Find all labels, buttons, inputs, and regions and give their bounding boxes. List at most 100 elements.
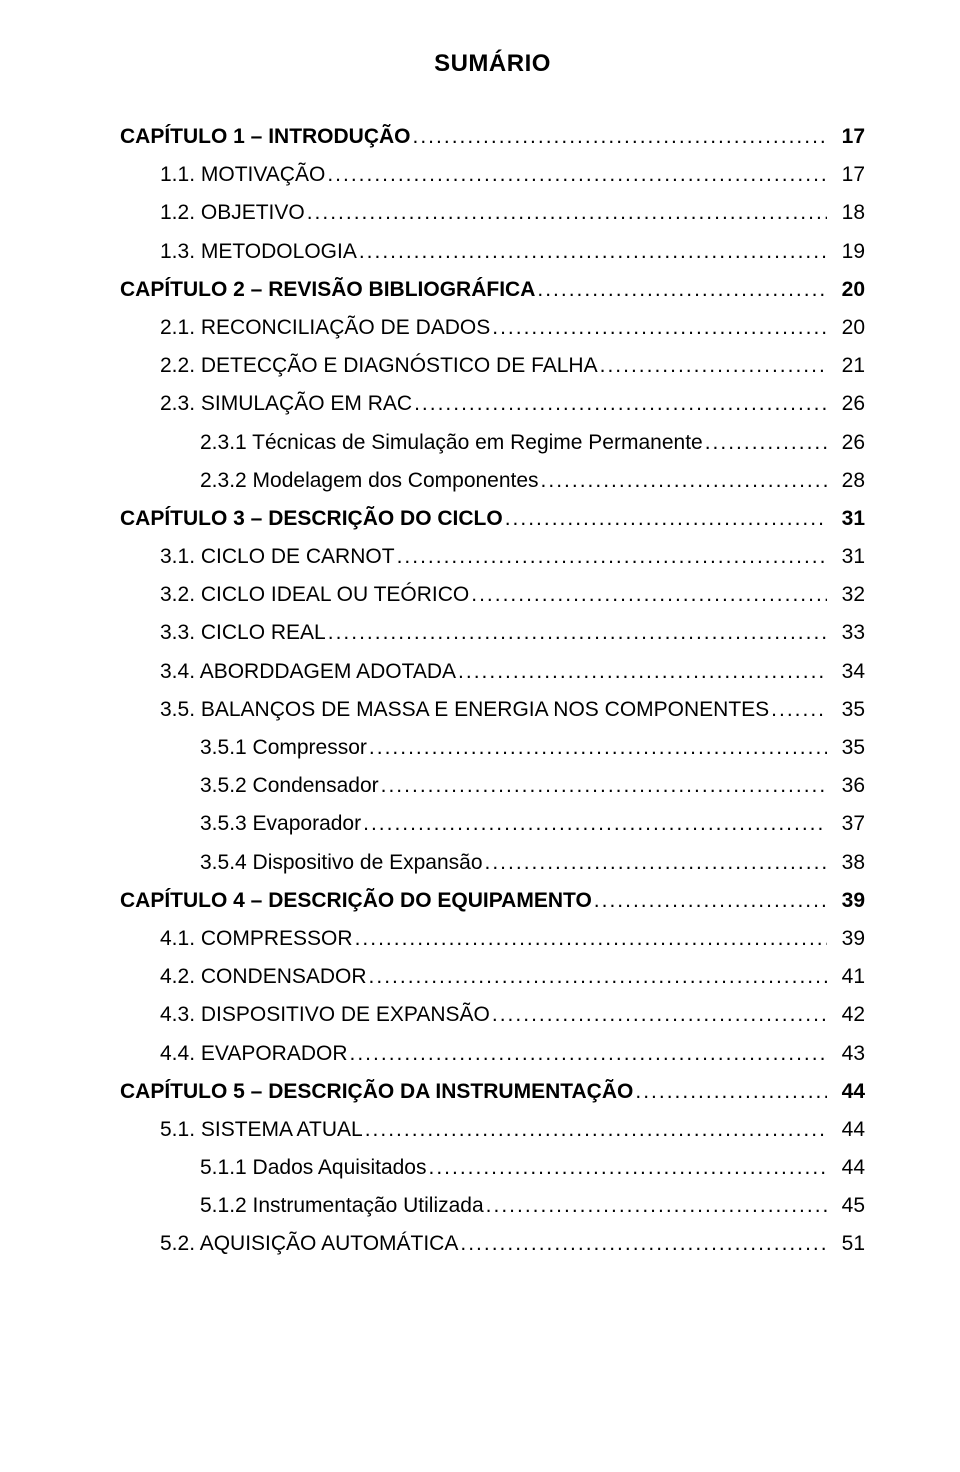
toc-entry-label: 3.5.4 Dispositivo de Expansão — [200, 852, 483, 873]
toc-leader-dots — [412, 393, 827, 414]
toc-leader-dots — [598, 355, 827, 376]
toc-leader-dots — [458, 1233, 827, 1254]
toc-leader-dots — [305, 202, 827, 223]
toc-entry-label: 3.5.2 Condensador — [200, 775, 379, 796]
toc-entry-label: 5.1. SISTEMA ATUAL — [160, 1119, 363, 1140]
toc-entry-page: 38 — [827, 852, 865, 873]
toc-entry-page: 21 — [827, 355, 865, 376]
toc-entry-label: 1.3. METODOLOGIA — [160, 241, 357, 262]
toc-entry-label: CAPÍTULO 5 – DESCRIÇÃO DA INSTRUMENTAÇÃO — [120, 1081, 633, 1102]
toc-entry-label: CAPÍTULO 1 – INTRODUÇÃO — [120, 126, 411, 147]
toc-leader-dots — [469, 584, 827, 605]
toc-entry-label: 4.3. DISPOSITIVO DE EXPANSÃO — [160, 1004, 490, 1025]
toc-row: 2.3.1 Técnicas de Simulação em Regime Pe… — [120, 432, 865, 453]
toc-leader-dots — [411, 126, 827, 147]
toc-page: SUMÁRIO CAPÍTULO 1 – INTRODUÇÃO171.1. MO… — [0, 0, 960, 1472]
toc-leader-dots — [427, 1157, 828, 1178]
toc-entry-label: 2.3. SIMULAÇÃO EM RAC — [160, 393, 412, 414]
toc-row: 2.1. RECONCILIAÇÃO DE DADOS20 — [120, 317, 865, 338]
toc-entry-label: 3.4. ABORDDAGEM ADOTADA — [160, 661, 456, 682]
toc-leader-dots — [539, 470, 827, 491]
toc-entry-page: 18 — [827, 202, 865, 223]
toc-entry-page: 19 — [827, 241, 865, 262]
toc-entry-page: 35 — [827, 699, 865, 720]
toc-entry-label: 2.3.1 Técnicas de Simulação em Regime Pe… — [200, 432, 703, 453]
toc-entry-label: CAPÍTULO 3 – DESCRIÇÃO DO CICLO — [120, 508, 503, 529]
toc-leader-dots — [367, 966, 827, 987]
toc-leader-dots — [363, 1119, 827, 1140]
toc-body: CAPÍTULO 1 – INTRODUÇÃO171.1. MOTIVAÇÃO1… — [120, 126, 865, 1254]
toc-row: 1.1. MOTIVAÇÃO 17 — [120, 164, 865, 185]
toc-row: 3.2. CICLO IDEAL OU TEÓRICO32 — [120, 584, 865, 605]
toc-row: 3.5.3 Evaporador 37 — [120, 813, 865, 834]
toc-row: CAPÍTULO 3 – DESCRIÇÃO DO CICLO 31 — [120, 508, 865, 529]
toc-entry-page: 36 — [827, 775, 865, 796]
toc-entry-label: 1.1. MOTIVAÇÃO — [160, 164, 325, 185]
toc-entry-label: 3.5.1 Compressor — [200, 737, 367, 758]
toc-entry-page: 32 — [827, 584, 865, 605]
toc-leader-dots — [361, 813, 827, 834]
toc-entry-page: 44 — [827, 1081, 865, 1102]
toc-leader-dots — [484, 1195, 827, 1216]
toc-entry-page: 35 — [827, 737, 865, 758]
toc-row: 4.3. DISPOSITIVO DE EXPANSÃO42 — [120, 1004, 865, 1025]
toc-leader-dots — [348, 1043, 827, 1064]
toc-entry-page: 31 — [827, 508, 865, 529]
toc-entry-label: 3.5. BALANÇOS DE MASSA E ENERGIA NOS COM… — [160, 699, 769, 720]
toc-row: 3.5. BALANÇOS DE MASSA E ENERGIA NOS COM… — [120, 699, 865, 720]
toc-entry-label: 2.1. RECONCILIAÇÃO DE DADOS — [160, 317, 490, 338]
toc-entry-label: 3.1. CICLO DE CARNOT — [160, 546, 395, 567]
toc-row: 5.1.2 Instrumentação Utilizada 45 — [120, 1195, 865, 1216]
toc-leader-dots — [703, 432, 827, 453]
toc-leader-dots — [325, 164, 827, 185]
toc-row: CAPÍTULO 4 – DESCRIÇÃO DO EQUIPAMENTO 39 — [120, 890, 865, 911]
toc-leader-dots — [395, 546, 827, 567]
toc-leader-dots — [483, 852, 827, 873]
toc-entry-label: 3.3. CICLO REAL — [160, 622, 326, 643]
toc-entry-label: 1.2. OBJETIVO — [160, 202, 305, 223]
toc-entry-page: 28 — [827, 470, 865, 491]
toc-row: 1.2. OBJETIVO 18 — [120, 202, 865, 223]
toc-entry-page: 17 — [827, 126, 865, 147]
toc-entry-page: 39 — [827, 890, 865, 911]
toc-entry-label: 4.2. CONDENSADOR — [160, 966, 367, 987]
toc-entry-page: 26 — [827, 393, 865, 414]
toc-row: 2.2. DETECÇÃO E DIAGNÓSTICO DE FALHA 21 — [120, 355, 865, 376]
toc-row: 3.5.4 Dispositivo de Expansão 38 — [120, 852, 865, 873]
toc-row: 3.3. CICLO REAL 33 — [120, 622, 865, 643]
toc-leader-dots — [367, 737, 827, 758]
toc-leader-dots — [490, 317, 827, 338]
toc-entry-page: 20 — [827, 279, 865, 300]
toc-title: SUMÁRIO — [120, 50, 865, 78]
toc-row: 4.2. CONDENSADOR 41 — [120, 966, 865, 987]
toc-entry-page: 45 — [827, 1195, 865, 1216]
toc-entry-page: 26 — [827, 432, 865, 453]
toc-row: 5.1.1 Dados Aquisitados44 — [120, 1157, 865, 1178]
toc-leader-dots — [353, 928, 827, 949]
toc-entry-page: 17 — [827, 164, 865, 185]
toc-entry-page: 44 — [827, 1119, 865, 1140]
toc-entry-page: 39 — [827, 928, 865, 949]
toc-leader-dots — [633, 1081, 827, 1102]
toc-entry-label: 4.4. EVAPORADOR — [160, 1043, 348, 1064]
toc-entry-label: CAPÍTULO 4 – DESCRIÇÃO DO EQUIPAMENTO — [120, 890, 592, 911]
toc-leader-dots — [592, 890, 827, 911]
toc-entry-label: CAPÍTULO 2 – REVISÃO BIBLIOGRÁFICA — [120, 279, 535, 300]
toc-entry-label: 2.2. DETECÇÃO E DIAGNÓSTICO DE FALHA — [160, 355, 598, 376]
toc-entry-label: 4.1. COMPRESSOR — [160, 928, 353, 949]
toc-leader-dots — [326, 622, 827, 643]
toc-row: CAPÍTULO 1 – INTRODUÇÃO 17 — [120, 126, 865, 147]
toc-entry-page: 44 — [827, 1157, 865, 1178]
toc-entry-page: 37 — [827, 813, 865, 834]
toc-row: 1.3. METODOLOGIA 19 — [120, 241, 865, 262]
toc-leader-dots — [503, 508, 827, 529]
toc-row: 3.4. ABORDDAGEM ADOTADA34 — [120, 661, 865, 682]
toc-entry-page: 41 — [827, 966, 865, 987]
toc-row: 2.3.2 Modelagem dos Componentes 28 — [120, 470, 865, 491]
toc-entry-page: 33 — [827, 622, 865, 643]
toc-entry-label: 5.2. AQUISIÇÃO AUTOMÁTICA — [160, 1233, 458, 1254]
toc-leader-dots — [379, 775, 827, 796]
toc-entry-label: 5.1.2 Instrumentação Utilizada — [200, 1195, 484, 1216]
toc-entry-label: 3.5.3 Evaporador — [200, 813, 361, 834]
toc-entry-label: 2.3.2 Modelagem dos Componentes — [200, 470, 539, 491]
